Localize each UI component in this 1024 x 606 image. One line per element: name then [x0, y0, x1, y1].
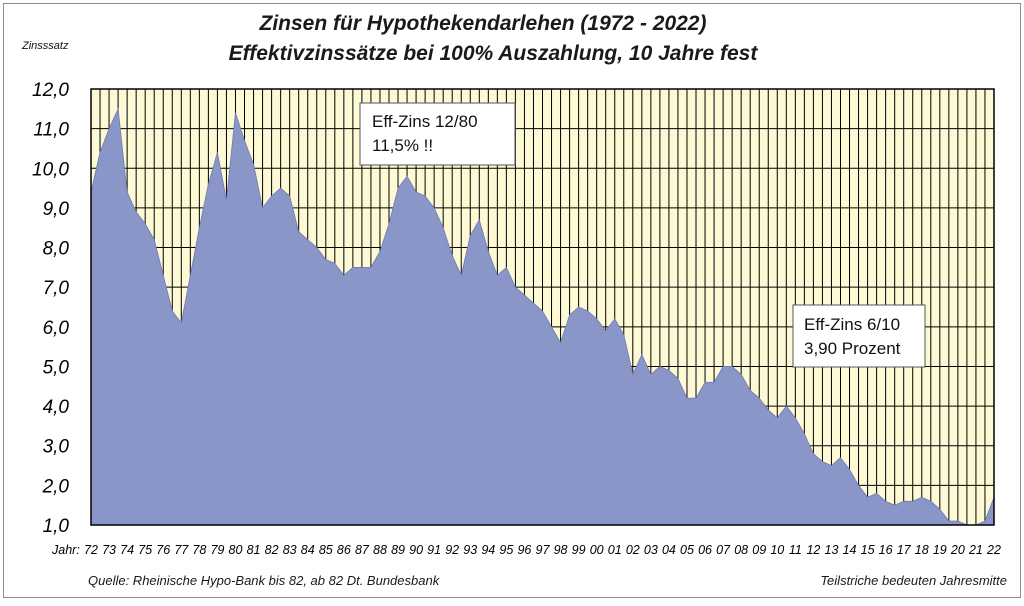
x-tick-label: 94	[481, 543, 495, 557]
x-tick-label: 22	[986, 543, 1001, 557]
x-tick-label: 74	[120, 543, 134, 557]
annotation-2010-box	[792, 304, 926, 368]
x-tick-label: 95	[499, 543, 513, 557]
x-tick-label: 89	[391, 543, 405, 557]
y-tick-label: 12,0	[32, 80, 69, 101]
source-note: Quelle: Rheinische Hypo-Bank bis 82, ab …	[88, 573, 441, 588]
x-tick-label: 20	[950, 543, 965, 557]
x-tick-label: 93	[463, 543, 477, 557]
x-tick-label: 72	[84, 543, 98, 557]
x-tick-label: 80	[229, 543, 243, 557]
x-tick-label: 98	[554, 543, 568, 557]
y-tick-label: 7,0	[43, 278, 70, 299]
chart-subtitle: Effektivzinssätze bei 100% Auszahlung, 1…	[229, 42, 759, 65]
x-tick-label: 11	[789, 543, 802, 557]
tick-note: Teilstriche bedeuten Jahresmitte	[820, 573, 1007, 588]
x-tick-label: 84	[301, 543, 315, 557]
x-tick-label: 12	[806, 543, 820, 557]
plot-border	[90, 88, 995, 526]
x-tick-label: 77	[174, 543, 189, 557]
y-tick-label: 9,0	[43, 199, 70, 220]
x-tick-label: 08	[734, 543, 748, 557]
x-tick-label: 88	[373, 543, 387, 557]
x-tick-label: 79	[210, 543, 224, 557]
x-tick-label: 14	[843, 543, 857, 557]
x-tick-label: 92	[445, 543, 459, 557]
x-tick-label: 82	[265, 543, 279, 557]
x-axis-label: Jahr:	[51, 543, 80, 557]
x-tick-label: 91	[427, 543, 441, 557]
x-tick-label: 02	[626, 543, 640, 557]
x-tick-label: 97	[536, 543, 551, 557]
annotation-2010-line1: Eff-Zins 6/10	[804, 315, 900, 334]
x-tick-label: 99	[572, 543, 586, 557]
x-tick-label: 90	[409, 543, 423, 557]
x-tick-label: 03	[644, 543, 658, 557]
x-tick-label: 96	[517, 543, 531, 557]
chart-title: Zinsen für Hypothekendarlehen (1972 - 20…	[259, 12, 707, 35]
y-axis-ticks: 1,0 2,0 3,0 4,0 5,0 6,0 7,0 8,0 9,0 10,0 11,0 12,0	[32, 80, 69, 537]
annotation-1980: Eff-Zins 12/80 11,5% !!	[359, 102, 516, 166]
x-axis-ticks: 72 73 74 75 76 77 78 79 80 81 82 83 84 85 86 87 88 89 90 91…	[84, 543, 1001, 557]
x-tick-label: 10	[770, 543, 784, 557]
annotation-1980-box	[359, 102, 516, 166]
x-tick-label: 06	[698, 543, 712, 557]
x-tick-label: 09	[752, 543, 766, 557]
interest-rate-area	[90, 107, 995, 526]
x-tick-label: 19	[933, 543, 947, 557]
x-tick-label: 73	[102, 543, 116, 557]
x-tick-label: 18	[915, 543, 929, 557]
y-tick-label: 1,0	[43, 516, 70, 537]
x-tick-label: 15	[861, 543, 875, 557]
x-tick-label: 00	[590, 543, 604, 557]
y-tick-label: 4,0	[43, 397, 70, 418]
annotation-2010: Eff-Zins 6/10 3,90 Prozent	[792, 304, 926, 368]
y-tick-label: 8,0	[43, 239, 70, 260]
x-tick-label: 83	[283, 543, 297, 557]
x-tick-label: 81	[247, 543, 261, 557]
x-tick-label: 78	[192, 543, 206, 557]
x-tick-label: 05	[680, 543, 694, 557]
x-tick-label: 13	[825, 543, 839, 557]
x-tick-label: 17	[897, 543, 912, 557]
x-tick-label: 76	[156, 543, 170, 557]
x-tick-label: 07	[716, 543, 731, 557]
y-tick-label: 11,0	[33, 120, 69, 141]
y-tick-label: 2,0	[42, 476, 70, 497]
x-tick-label: 85	[319, 543, 333, 557]
x-tick-label: 86	[337, 543, 351, 557]
y-tick-label: 3,0	[43, 437, 70, 458]
x-tick-label: 87	[355, 543, 370, 557]
y-tick-label: 10,0	[32, 159, 69, 180]
x-tick-label: 21	[968, 543, 983, 557]
y-axis-label: Zinsssatz	[21, 40, 69, 52]
y-tick-label: 5,0	[43, 357, 70, 378]
annotation-2010-line2: 3,90 Prozent	[804, 339, 901, 358]
y-tick-label: 6,0	[43, 318, 70, 339]
annotation-1980-line2: 11,5% !!	[372, 136, 433, 155]
annotation-1980-line1: Eff-Zins 12/80	[372, 112, 478, 131]
x-tick-label: 04	[662, 543, 676, 557]
x-tick-label: 75	[138, 543, 152, 557]
x-tick-label: 16	[879, 543, 893, 557]
x-tick-label: 01	[608, 543, 622, 557]
